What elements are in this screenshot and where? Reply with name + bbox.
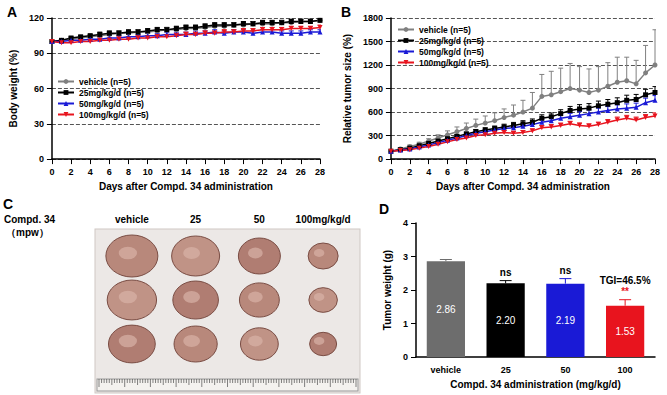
svg-text:100mg/kg/d (n=5): 100mg/kg/d (n=5) xyxy=(79,110,149,120)
svg-text:22: 22 xyxy=(593,167,603,177)
svg-text:1: 1 xyxy=(403,319,408,329)
svg-text:25mg/kg/d (n=5): 25mg/kg/d (n=5) xyxy=(419,36,484,46)
svg-text:10: 10 xyxy=(480,167,490,177)
svg-text:100mg/kg/d (n=5): 100mg/kg/d (n=5) xyxy=(419,58,489,68)
svg-text:6: 6 xyxy=(445,167,450,177)
svg-text:0: 0 xyxy=(388,167,393,177)
svg-text:Days after Compd. 34 administr: Days after Compd. 34 administration xyxy=(436,181,610,192)
svg-text:C: C xyxy=(3,196,13,212)
svg-text:16: 16 xyxy=(537,167,547,177)
svg-text:vehicle: vehicle xyxy=(431,365,462,375)
svg-text:12: 12 xyxy=(499,167,509,177)
svg-text:100: 100 xyxy=(618,365,633,375)
svg-text:**: ** xyxy=(621,286,629,297)
svg-text:120: 120 xyxy=(29,13,44,23)
svg-text:1.53: 1.53 xyxy=(615,326,635,337)
svg-text:90: 90 xyxy=(34,48,44,58)
svg-text:60: 60 xyxy=(34,84,44,94)
svg-text:10: 10 xyxy=(143,167,153,177)
svg-text:B: B xyxy=(341,4,351,20)
svg-text:0: 0 xyxy=(378,154,383,164)
svg-text:1800: 1800 xyxy=(363,13,383,23)
svg-text:4: 4 xyxy=(88,167,93,177)
svg-text:ns: ns xyxy=(500,267,512,278)
svg-text:2: 2 xyxy=(69,167,74,177)
svg-text:22: 22 xyxy=(258,167,268,177)
svg-text:20: 20 xyxy=(238,167,248,177)
svg-text:2: 2 xyxy=(407,167,412,177)
svg-text:50mg/kg/d (n=5): 50mg/kg/d (n=5) xyxy=(79,99,144,109)
svg-text:3: 3 xyxy=(403,252,408,262)
svg-text:A: A xyxy=(7,4,17,20)
svg-text:100mg/kg/d: 100mg/kg/d xyxy=(296,214,351,225)
svg-text:20: 20 xyxy=(575,167,585,177)
svg-text:vehicle (n=5): vehicle (n=5) xyxy=(79,77,131,87)
svg-text:900: 900 xyxy=(368,84,383,94)
svg-text:TGI=46.5%: TGI=46.5% xyxy=(600,275,651,286)
svg-text:24: 24 xyxy=(277,167,287,177)
svg-text:Relative tumor size (%): Relative tumor size (%) xyxy=(342,34,353,143)
svg-text:Body weight (%): Body weight (%) xyxy=(8,50,19,128)
svg-text:25: 25 xyxy=(190,214,202,225)
svg-text:Tumor weight (g): Tumor weight (g) xyxy=(382,250,393,330)
svg-text:vehicle (n=5): vehicle (n=5) xyxy=(419,25,471,35)
svg-text:4: 4 xyxy=(403,218,408,228)
svg-text:Compd. 34: Compd. 34 xyxy=(4,214,56,225)
svg-text:18: 18 xyxy=(219,167,229,177)
svg-text:12: 12 xyxy=(162,167,172,177)
svg-text:16: 16 xyxy=(200,167,210,177)
svg-text:6: 6 xyxy=(107,167,112,177)
svg-text:0: 0 xyxy=(403,352,408,362)
svg-text:2.86: 2.86 xyxy=(436,304,456,315)
svg-text:600: 600 xyxy=(368,107,383,117)
svg-text:4: 4 xyxy=(426,167,431,177)
svg-text:vehicle: vehicle xyxy=(115,214,149,225)
svg-text:2: 2 xyxy=(403,285,408,295)
svg-text:8: 8 xyxy=(126,167,131,177)
svg-text:14: 14 xyxy=(181,167,191,177)
svg-text:0: 0 xyxy=(49,167,54,177)
svg-text:8: 8 xyxy=(464,167,469,177)
svg-text:28: 28 xyxy=(650,167,660,177)
svg-text:2.20: 2.20 xyxy=(496,315,516,326)
svg-text:25: 25 xyxy=(501,365,511,375)
svg-text:28: 28 xyxy=(315,167,325,177)
svg-text:26: 26 xyxy=(631,167,641,177)
svg-text:Compd. 34 administration (mg/k: Compd. 34 administration (mg/kg/d) xyxy=(450,379,621,390)
svg-text:30: 30 xyxy=(34,119,44,129)
svg-text:50mg/kg/d (n=5): 50mg/kg/d (n=5) xyxy=(419,47,484,57)
svg-text:0: 0 xyxy=(39,154,44,164)
svg-text:ns: ns xyxy=(560,265,572,276)
svg-text:25mg/kg/d (n=5): 25mg/kg/d (n=5) xyxy=(79,88,144,98)
svg-text:18: 18 xyxy=(556,167,566,177)
svg-text:26: 26 xyxy=(296,167,306,177)
svg-text:（mpw）: （mpw） xyxy=(6,227,49,238)
svg-text:1500: 1500 xyxy=(363,37,383,47)
svg-text:Days after Compd. 34 administr: Days after Compd. 34 administration xyxy=(99,181,273,192)
svg-text:2.19: 2.19 xyxy=(556,315,576,326)
svg-text:24: 24 xyxy=(612,167,622,177)
svg-text:1200: 1200 xyxy=(363,60,383,70)
svg-text:50: 50 xyxy=(560,365,570,375)
svg-text:14: 14 xyxy=(518,167,528,177)
svg-text:D: D xyxy=(379,201,389,217)
svg-text:50: 50 xyxy=(254,214,266,225)
svg-text:300: 300 xyxy=(368,131,383,141)
